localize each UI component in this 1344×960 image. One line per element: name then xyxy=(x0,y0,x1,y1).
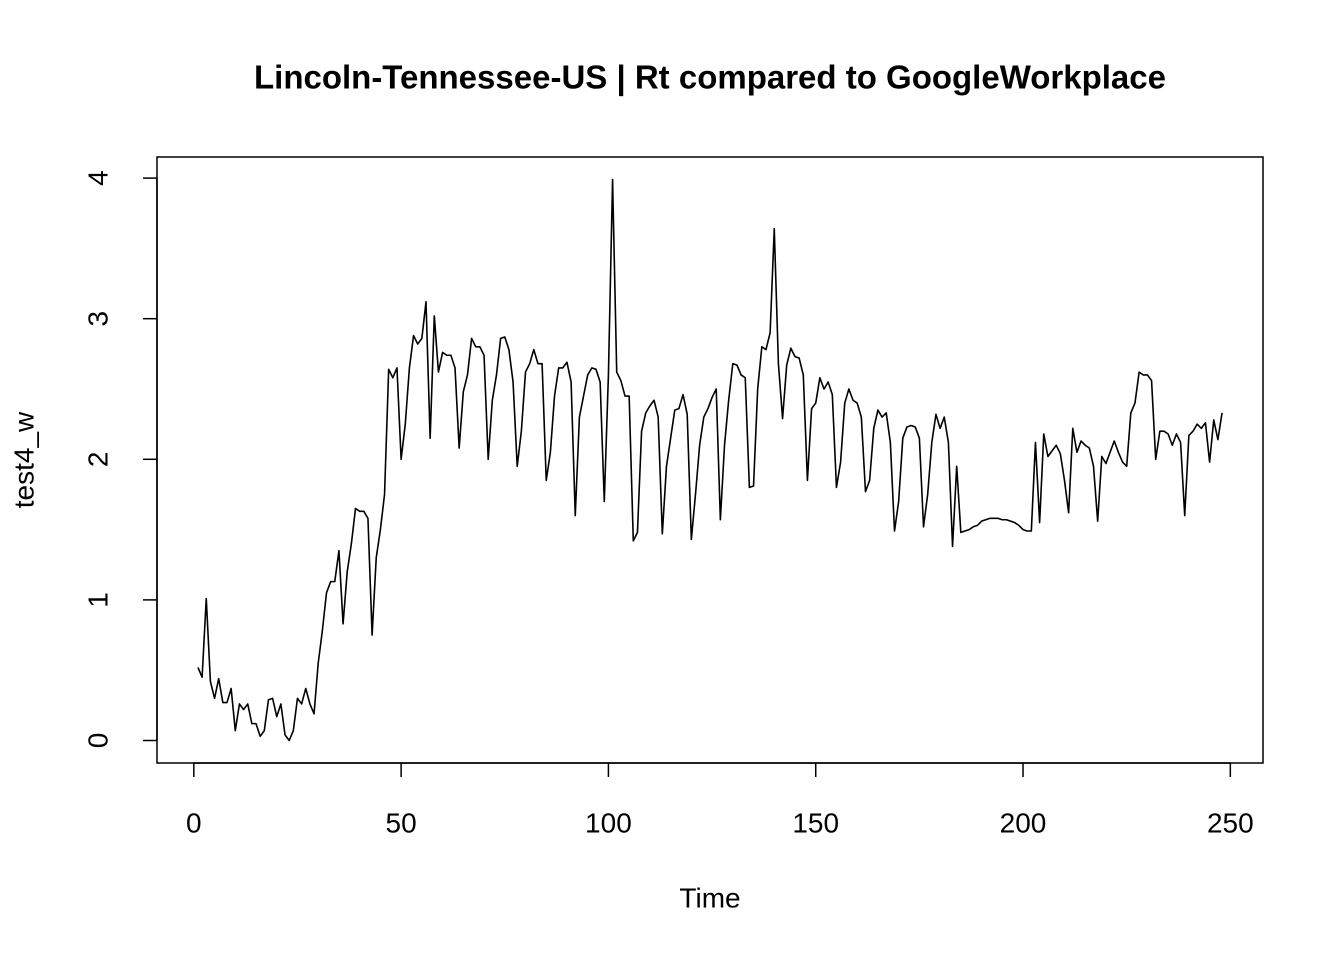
x-tick-label: 200 xyxy=(1000,807,1047,838)
chart-title: Lincoln-Tennessee-US | Rt compared to Go… xyxy=(254,59,1166,96)
y-axis-label: test4_w xyxy=(8,411,39,508)
x-tick-label: 50 xyxy=(386,807,417,838)
x-tick-label: 100 xyxy=(585,807,632,838)
y-tick-label: 1 xyxy=(82,592,113,608)
y-tick-label: 4 xyxy=(82,170,113,186)
x-tick-label: 250 xyxy=(1207,807,1254,838)
y-tick-label: 2 xyxy=(82,452,113,468)
y-tick-label: 3 xyxy=(82,311,113,327)
data-line xyxy=(197,178,1223,742)
x-tick-label: 150 xyxy=(792,807,839,838)
x-axis-label: Time xyxy=(679,882,740,913)
y-tick-label: 0 xyxy=(82,733,113,749)
x-tick-label: 0 xyxy=(186,807,202,838)
